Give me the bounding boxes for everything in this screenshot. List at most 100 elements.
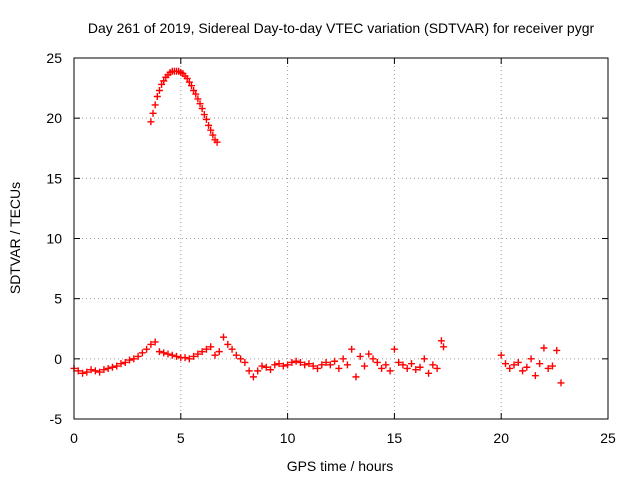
- data-point: [200, 111, 208, 119]
- data-point: [121, 358, 129, 366]
- data-point: [104, 364, 112, 372]
- data-point: [523, 363, 531, 371]
- data-point: [143, 345, 151, 353]
- data-point: [506, 364, 514, 372]
- data-point: [433, 364, 441, 372]
- data-point: [181, 354, 189, 362]
- data-point: [288, 358, 296, 366]
- data-point: [292, 357, 300, 365]
- data-point: [220, 333, 228, 341]
- y-tick-label: -5: [50, 411, 63, 427]
- data-point: [207, 126, 215, 134]
- data-point: [390, 345, 398, 353]
- data-point: [224, 340, 232, 348]
- data-point: [416, 363, 424, 371]
- data-point: [205, 121, 213, 129]
- data-point: [117, 360, 125, 368]
- chart-title: Day 261 of 2019, Sidereal Day-to-day VTE…: [88, 20, 595, 36]
- data-point: [249, 373, 257, 381]
- data-point: [190, 86, 198, 94]
- data-point: [211, 351, 219, 359]
- data-point: [322, 358, 330, 366]
- y-tick-label: 20: [46, 110, 62, 126]
- x-tick-label: 15: [387, 430, 403, 446]
- data-point: [386, 367, 394, 375]
- data-point: [155, 86, 163, 94]
- x-tick-label: 25: [600, 430, 616, 446]
- data-point: [399, 361, 407, 369]
- data-point: [318, 361, 326, 369]
- data-point: [194, 350, 202, 358]
- x-axis-label: GPS time / hours: [287, 458, 394, 474]
- data-point: [373, 358, 381, 366]
- data-point: [183, 74, 191, 82]
- data-point: [348, 345, 356, 353]
- data-point: [557, 379, 565, 387]
- data-point: [91, 367, 99, 375]
- data-point: [331, 357, 339, 365]
- data-point: [232, 351, 240, 359]
- axis-layer: 0 5 10 15 20 25 -5 0 5 10 15 20 25: [46, 50, 616, 446]
- data-point: [510, 361, 518, 369]
- series-sdtvar-baseline: [70, 333, 565, 387]
- data-point: [279, 362, 287, 370]
- data-point: [130, 355, 138, 363]
- data-point: [553, 346, 561, 354]
- y-axis-label: SDTVAR / TECUs: [7, 182, 23, 294]
- x-tick-label: 10: [280, 430, 296, 446]
- data-point: [185, 78, 193, 86]
- data-point: [501, 360, 509, 368]
- data-point: [160, 349, 168, 357]
- data-point: [296, 358, 304, 366]
- data-point: [262, 363, 270, 371]
- data-point: [74, 367, 82, 375]
- data-point: [403, 364, 411, 372]
- data-point: [155, 348, 163, 356]
- y-tick-label: 15: [46, 170, 62, 186]
- data-point: [326, 361, 334, 369]
- data-point: [540, 344, 548, 352]
- y-tick-label: 5: [54, 291, 62, 307]
- data-point: [382, 361, 390, 369]
- data-point: [194, 95, 202, 103]
- data-point: [437, 337, 445, 345]
- data-point: [187, 82, 195, 90]
- data-point: [87, 366, 95, 374]
- data-point: [149, 109, 157, 117]
- data-point: [497, 351, 505, 359]
- data-point: [356, 352, 364, 360]
- data-point: [138, 349, 146, 357]
- data-point: [343, 361, 351, 369]
- data-point: [245, 367, 253, 375]
- data-point: [531, 372, 539, 380]
- data-point: [202, 115, 210, 123]
- data-point: [190, 352, 198, 360]
- data-point: [153, 93, 161, 101]
- data-point: [407, 360, 415, 368]
- data-point: [544, 364, 552, 372]
- data-point: [284, 361, 292, 369]
- data-point: [113, 362, 121, 370]
- data-point: [395, 358, 403, 366]
- data-point: [192, 90, 200, 98]
- data-point: [412, 366, 420, 374]
- data-point: [548, 362, 556, 370]
- data-point: [215, 348, 223, 356]
- data-point: [151, 101, 159, 109]
- x-tick-label: 20: [493, 430, 509, 446]
- data-point: [173, 352, 181, 360]
- data-point: [237, 355, 245, 363]
- data-point: [126, 356, 134, 364]
- data-point: [83, 368, 91, 376]
- data-point: [258, 362, 266, 370]
- data-point: [527, 355, 535, 363]
- data-point: [314, 364, 322, 372]
- data-point: [198, 105, 206, 113]
- data-point: [267, 366, 275, 374]
- data-point: [514, 358, 522, 366]
- data-point: [147, 118, 155, 126]
- data-point: [100, 366, 108, 374]
- data-point: [147, 340, 155, 348]
